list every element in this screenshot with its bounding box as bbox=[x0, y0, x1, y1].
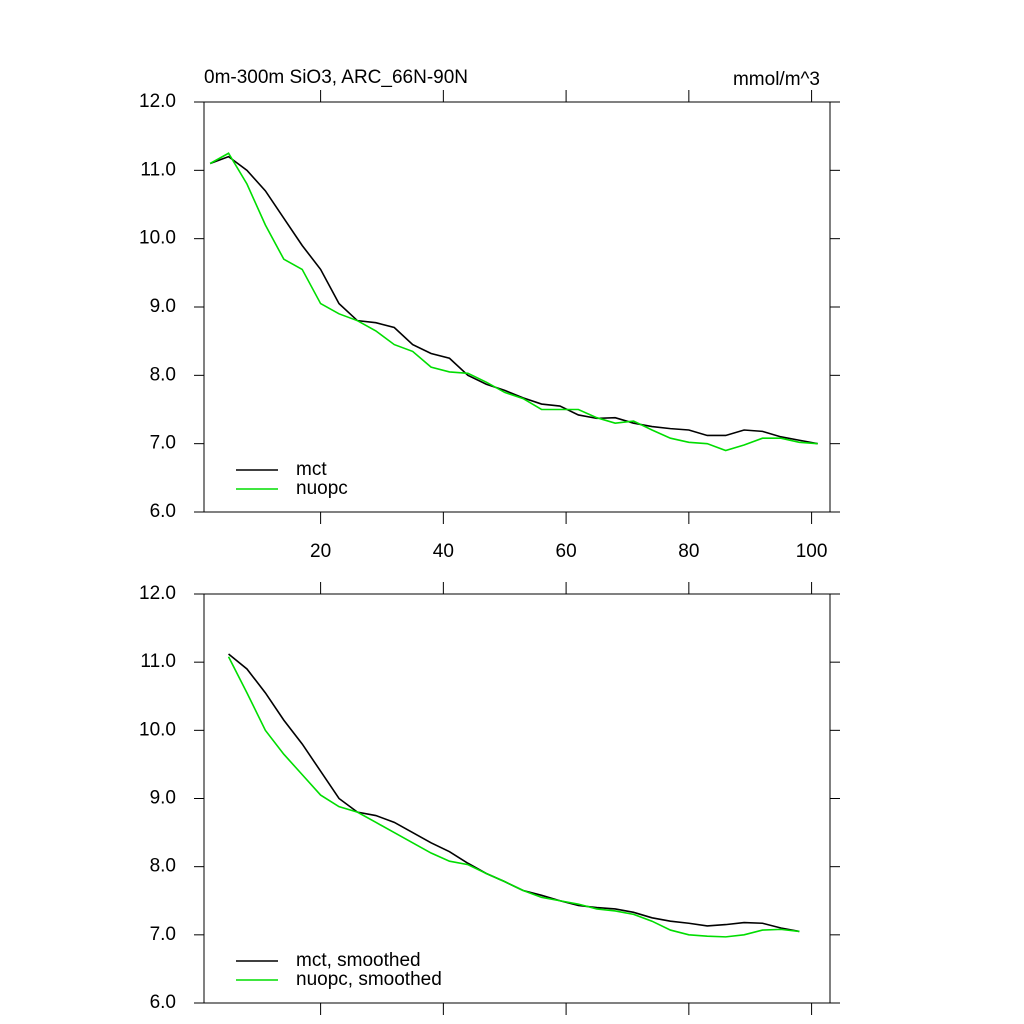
y-tick-label: 9.0 bbox=[150, 788, 176, 809]
chart-title: 0m-300m SiO3, ARC_66N-90N bbox=[204, 67, 468, 88]
y-tick-label: 10.0 bbox=[139, 228, 176, 249]
y-tick-label: 12.0 bbox=[139, 583, 176, 604]
legend-label: mct bbox=[296, 459, 327, 480]
x-tick-label: 60 bbox=[556, 541, 577, 562]
legend-label: nuopc bbox=[296, 478, 348, 499]
y-tick-label: 8.0 bbox=[150, 364, 176, 385]
plot-frame bbox=[203, 593, 831, 1004]
legend-label: mct, smoothed bbox=[296, 950, 421, 971]
x-tick-label: 80 bbox=[678, 541, 699, 562]
x-tick-label: 40 bbox=[433, 541, 454, 562]
y-tick-label: 12.0 bbox=[139, 91, 176, 112]
y-tick-label: 6.0 bbox=[150, 501, 176, 522]
y-tick-label: 10.0 bbox=[139, 719, 176, 740]
y-tick-label: 11.0 bbox=[140, 159, 176, 180]
units-label: mmol/m^3 bbox=[733, 69, 820, 90]
y-tick-label: 7.0 bbox=[150, 433, 176, 454]
y-tick-label: 6.0 bbox=[150, 992, 176, 1013]
legend-label: nuopc, smoothed bbox=[296, 969, 442, 990]
y-tick-label: 7.0 bbox=[150, 924, 176, 945]
y-tick-label: 11.0 bbox=[140, 651, 176, 672]
data-line bbox=[227, 656, 800, 938]
data-line bbox=[228, 653, 800, 933]
data-line bbox=[209, 155, 818, 445]
y-tick-label: 9.0 bbox=[150, 296, 176, 317]
x-tick-label: 100 bbox=[796, 541, 828, 562]
data-line bbox=[209, 152, 818, 452]
y-tick-label: 8.0 bbox=[150, 856, 176, 877]
x-tick-label: 20 bbox=[310, 541, 331, 562]
plot-frame bbox=[203, 101, 831, 513]
